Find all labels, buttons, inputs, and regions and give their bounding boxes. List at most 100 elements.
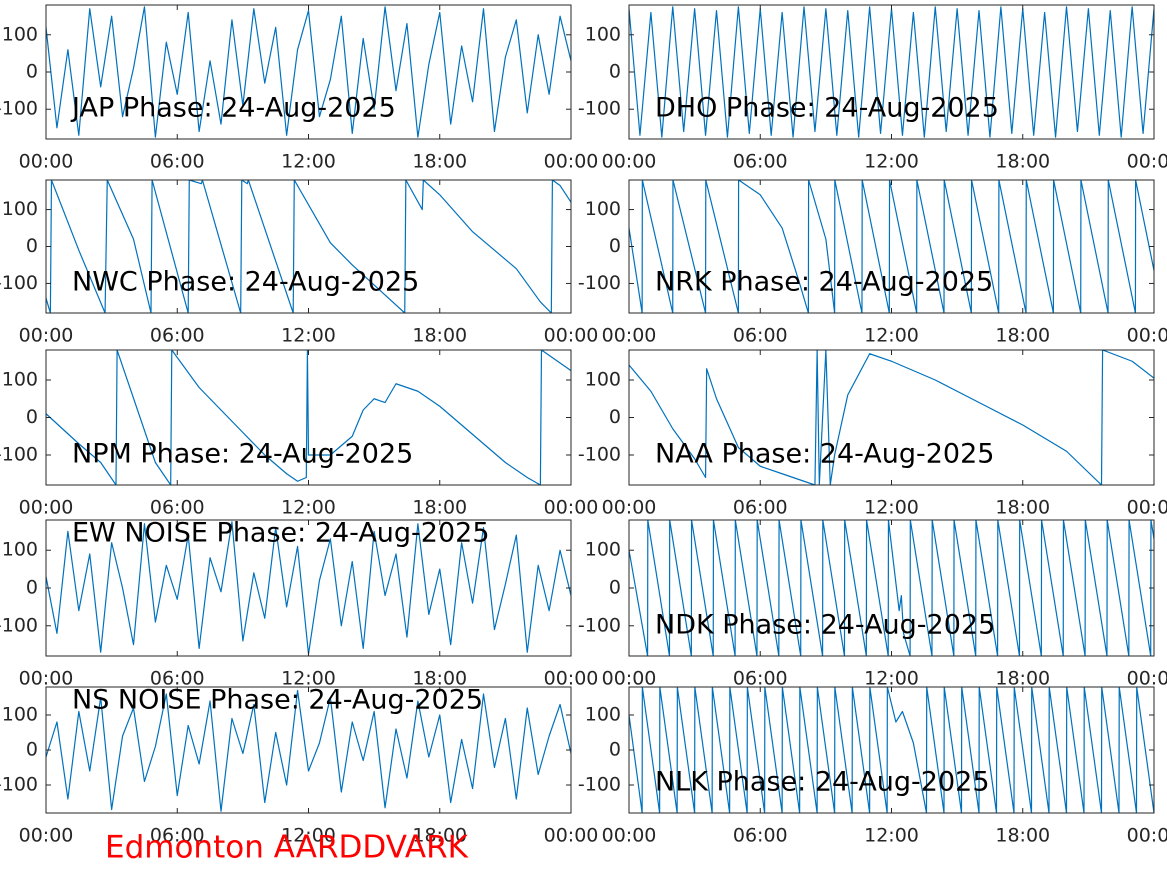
y-tick-label: 100 (2, 539, 38, 561)
x-tick-label: 06:00 (150, 825, 205, 847)
y-tick-label: -100 (0, 98, 38, 120)
subplot-title: NRK Phase: 24-Aug-2025 (655, 267, 993, 298)
y-tick-label: 0 (609, 739, 621, 761)
x-tick-label: 00:00 (544, 497, 599, 519)
x-tick-label: 00:00 (602, 497, 657, 519)
data-layer (629, 350, 1154, 485)
x-tick-label: 18:00 (412, 825, 467, 847)
y-tick-label: 0 (26, 406, 38, 428)
subplot-title: NS NOISE Phase: 24-Aug-2025 (72, 685, 483, 716)
x-tick-label: 06:00 (733, 668, 788, 690)
y-tick-label: 0 (26, 577, 38, 599)
plot-area (46, 520, 571, 656)
subplot: -100 0 100 00:00 06:00 12:00 18:00 00:00 NRK Pha… (578, 179, 1167, 347)
phase-line (46, 689, 571, 812)
data-layer (46, 350, 571, 485)
y-tick-label: 0 (609, 61, 621, 83)
x-tick-label: 00:00 (602, 825, 657, 847)
subplot: -100 0 100 00:00 06:00 12:00 18:00 00:00 DHO Pha… (578, 4, 1167, 173)
x-tick-label: 06:00 (733, 825, 788, 847)
axes-box (628, 4, 1155, 140)
x-tick-label: 12:00 (864, 325, 919, 347)
y-tick-label: 0 (609, 406, 621, 428)
x-tick-label: 00:00 (19, 497, 74, 519)
x-tick-label: 00:00 (602, 325, 657, 347)
y-tick-label: 100 (2, 198, 38, 220)
x-tick-label: 00:00 (602, 151, 657, 173)
data-layer (629, 520, 1154, 656)
axes-box (45, 519, 572, 657)
subplot-title: EW NOISE Phase: 24-Aug-2025 (72, 518, 490, 549)
data-layer (46, 180, 571, 313)
x-tick-label: 00:00 (19, 668, 74, 690)
y-tick-label: -100 (0, 614, 38, 636)
y-tick-label: 100 (585, 704, 621, 726)
subplot-title: JAP Phase: 24-Aug-2025 (70, 93, 396, 124)
y-tick-label: -100 (578, 774, 621, 796)
y-tick-label: 100 (585, 23, 621, 45)
x-tick-label: 18:00 (412, 151, 467, 173)
x-tick-label: 12:00 (864, 497, 919, 519)
x-tick-label: 18:00 (995, 325, 1050, 347)
x-tick-label: 18:00 (995, 668, 1050, 690)
y-tick-label: 100 (585, 369, 621, 391)
phase-line (629, 350, 1154, 485)
subplot: -100 0 100 00:00 06:00 12:00 18:00 00:00 JAP Pha… (0, 4, 599, 173)
x-tick-label: 00:00 (1127, 825, 1167, 847)
plot-area (46, 180, 571, 313)
y-tick-label: 0 (609, 577, 621, 599)
axes-box (628, 519, 1155, 657)
y-tick-label: -100 (578, 98, 621, 120)
x-tick-label: 00:00 (544, 151, 599, 173)
x-tick-label: 00:00 (1127, 497, 1167, 519)
axes-box (45, 349, 572, 486)
x-tick-label: 12:00 (281, 825, 336, 847)
subplot-title: NDK Phase: 24-Aug-2025 (655, 610, 995, 641)
x-tick-label: 12:00 (864, 151, 919, 173)
subplot-title: NWC Phase: 24-Aug-2025 (72, 267, 419, 298)
x-tick-label: 12:00 (281, 151, 336, 173)
axes-box (628, 686, 1155, 814)
subplot-title: NAA Phase: 24-Aug-2025 (655, 439, 994, 470)
x-tick-label: 12:00 (281, 325, 336, 347)
x-tick-label: 06:00 (150, 497, 205, 519)
data-layer (46, 6, 571, 138)
x-tick-label: 00:00 (19, 825, 74, 847)
x-tick-label: 18:00 (995, 151, 1050, 173)
subplot: -100 0 100 00:00 06:00 12:00 18:00 00:00 NWC Pha… (0, 179, 599, 347)
x-tick-label: 18:00 (995, 825, 1050, 847)
y-tick-label: -100 (0, 272, 38, 294)
y-tick-label: 100 (585, 198, 621, 220)
x-tick-label: 00:00 (1127, 668, 1167, 690)
x-tick-label: 06:00 (733, 151, 788, 173)
y-tick-label: 0 (26, 61, 38, 83)
x-tick-label: 18:00 (995, 497, 1050, 519)
x-tick-label: 18:00 (412, 325, 467, 347)
subplot-title: NPM Phase: 24-Aug-2025 (72, 439, 413, 470)
footer: Edmonton AARDDVARK (105, 830, 469, 866)
y-tick-label: 100 (2, 23, 38, 45)
x-tick-label: 00:00 (1127, 151, 1167, 173)
x-tick-label: 00:00 (544, 325, 599, 347)
phase-line (629, 520, 1154, 656)
x-tick-label: 12:00 (864, 668, 919, 690)
subplot: -100 0 100 00:00 06:00 12:00 18:00 00:00 NAA Pha… (578, 349, 1167, 519)
subplot: -100 0 100 00:00 06:00 12:00 18:00 00:00 NPM Pha… (0, 349, 599, 519)
data-layer (629, 180, 1154, 313)
subplot: -100 0 100 00:00 06:00 12:00 18:00 00:00 NS NOIS… (0, 685, 598, 847)
y-tick-label: -100 (0, 444, 38, 466)
phase-line (46, 6, 571, 138)
x-tick-label: 00:00 (19, 151, 74, 173)
x-tick-label: 12:00 (864, 825, 919, 847)
y-tick-label: 100 (2, 369, 38, 391)
axes-box (45, 4, 572, 140)
y-tick-label: -100 (578, 614, 621, 636)
x-tick-label: 00:00 (1127, 325, 1167, 347)
x-tick-label: 00:00 (544, 825, 599, 847)
y-tick-label: -100 (0, 774, 38, 796)
y-tick-label: 100 (585, 539, 621, 561)
y-tick-label: 0 (26, 739, 38, 761)
subplot-title: NLK Phase: 24-Aug-2025 (655, 767, 990, 798)
